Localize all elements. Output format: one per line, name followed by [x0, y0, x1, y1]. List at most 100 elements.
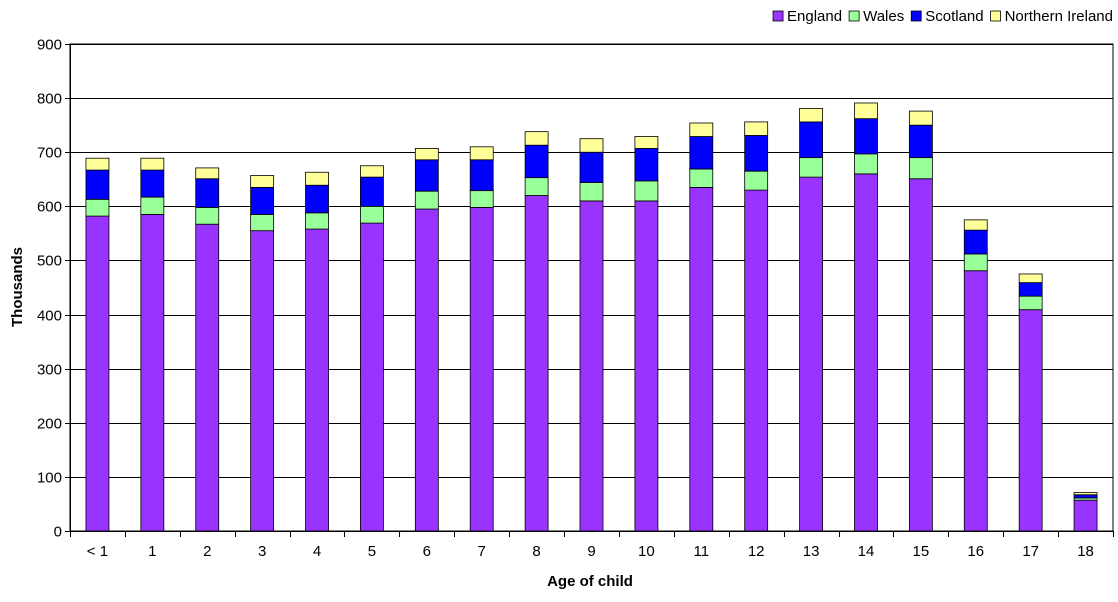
bar-stack [1018, 273, 1043, 532]
bar-segment-england [744, 189, 769, 532]
bar-stack [744, 121, 769, 532]
bar-segment-wales [689, 168, 714, 188]
bar-segment-scotland [579, 151, 604, 183]
bar-segment-scotland [414, 159, 439, 192]
bar-segment-northern-ireland [634, 136, 659, 149]
bar-stack [854, 102, 878, 532]
bar-segment-northern-ireland [140, 157, 165, 171]
y-tick-label: 400 [37, 308, 62, 325]
x-tick-label: 10 [638, 543, 655, 560]
legend-swatch [772, 10, 784, 22]
bar-segment-northern-ireland [1073, 492, 1098, 496]
legend-label: Northern Ireland [1005, 8, 1113, 25]
bar-segment-northern-ireland [744, 121, 769, 136]
bar-segment-wales [360, 205, 384, 224]
bar-segment-scotland [908, 124, 933, 159]
bar-segment-wales [963, 253, 988, 272]
bar-segment-england [963, 270, 988, 532]
bar-segment-scotland [744, 135, 769, 172]
bar-segment-northern-ireland [85, 157, 110, 171]
x-tick-label: 17 [1022, 543, 1039, 560]
bar-segment-england [1018, 309, 1043, 532]
bar-segment-wales [908, 157, 933, 180]
bar-segment-wales [799, 157, 823, 178]
y-tick-label: 0 [54, 524, 62, 541]
bar-segment-northern-ireland [854, 102, 878, 120]
bar-segment-scotland [469, 159, 494, 192]
bar-segment-england [140, 214, 165, 532]
y-axis-title: Thousands [9, 247, 26, 327]
x-tick-label: 14 [858, 543, 875, 560]
bar-segment-england [414, 208, 439, 532]
bar-stack [1073, 492, 1098, 532]
bar-segment-england [689, 186, 714, 532]
bar-stack [250, 175, 275, 532]
bar-segment-wales [524, 177, 549, 196]
legend-item-scotland: Scotland [910, 8, 984, 25]
legend: England Wales Scotland Northern Ireland [772, 8, 1113, 25]
bar-stack [689, 122, 714, 532]
bar-segment-scotland [195, 178, 220, 208]
bar-stack [195, 167, 220, 532]
bar-segment-scotland [360, 176, 384, 207]
bar-segment-scotland [963, 229, 988, 255]
bar-stack [360, 165, 384, 532]
bar-segment-wales [250, 214, 275, 232]
bar-segment-northern-ireland [360, 165, 384, 178]
bar-segment-england [908, 178, 933, 532]
x-tick-label: 12 [748, 543, 765, 560]
bar-segment-scotland [305, 184, 329, 214]
bar-segment-england [305, 228, 329, 532]
bar-stack [85, 157, 110, 532]
x-tick-label: 18 [1077, 543, 1094, 560]
bars-layer [85, 102, 1098, 532]
bar-segment-wales [634, 180, 659, 202]
bar-segment-england [85, 215, 110, 532]
bar-segment-wales [414, 190, 439, 210]
bar-segment-england [469, 207, 494, 532]
legend-item-england: England [772, 8, 842, 25]
axes [65, 44, 1114, 537]
legend-label: England [787, 8, 842, 25]
x-tick-label: 8 [532, 543, 540, 560]
legend-label: Scotland [925, 8, 983, 25]
legend-item-wales: Wales [848, 8, 904, 25]
bar-stack [414, 148, 439, 532]
bar-segment-scotland [634, 148, 659, 182]
bar-stack [140, 157, 165, 532]
bar-segment-scotland [689, 136, 714, 170]
bar-segment-scotland [1018, 282, 1043, 297]
y-tick-label: 600 [37, 199, 62, 216]
y-tick-label: 700 [37, 145, 62, 162]
bar-segment-scotland [854, 118, 878, 155]
x-tick-label: 15 [913, 543, 930, 560]
x-tick-label: 2 [203, 543, 211, 560]
bar-segment-england [1073, 499, 1098, 532]
legend-label: Wales [863, 8, 904, 25]
x-tick-label: 16 [967, 543, 984, 560]
y-tick-label: 500 [37, 253, 62, 270]
bar-segment-england [579, 200, 604, 532]
bar-segment-wales [85, 198, 110, 217]
bar-segment-wales [305, 212, 329, 230]
bar-segment-wales [140, 196, 165, 215]
y-tick-label: 200 [37, 416, 62, 433]
bar-segment-northern-ireland [305, 171, 329, 186]
legend-swatch [990, 10, 1001, 22]
bar-segment-northern-ireland [799, 107, 823, 123]
x-tick-label: 13 [803, 543, 820, 560]
bar-segment-northern-ireland [524, 131, 549, 146]
bar-segment-northern-ireland [469, 146, 494, 161]
bar-segment-northern-ireland [689, 122, 714, 137]
bar-segment-wales [195, 207, 220, 225]
x-tick-label: 9 [587, 543, 595, 560]
bar-stack [634, 136, 659, 532]
bar-segment-scotland [85, 169, 110, 200]
x-tick-label: 6 [423, 543, 431, 560]
x-axis-title: Age of child [547, 573, 633, 590]
bar-stack [469, 146, 494, 532]
x-tick-label: 3 [258, 543, 266, 560]
legend-swatch [910, 10, 922, 22]
